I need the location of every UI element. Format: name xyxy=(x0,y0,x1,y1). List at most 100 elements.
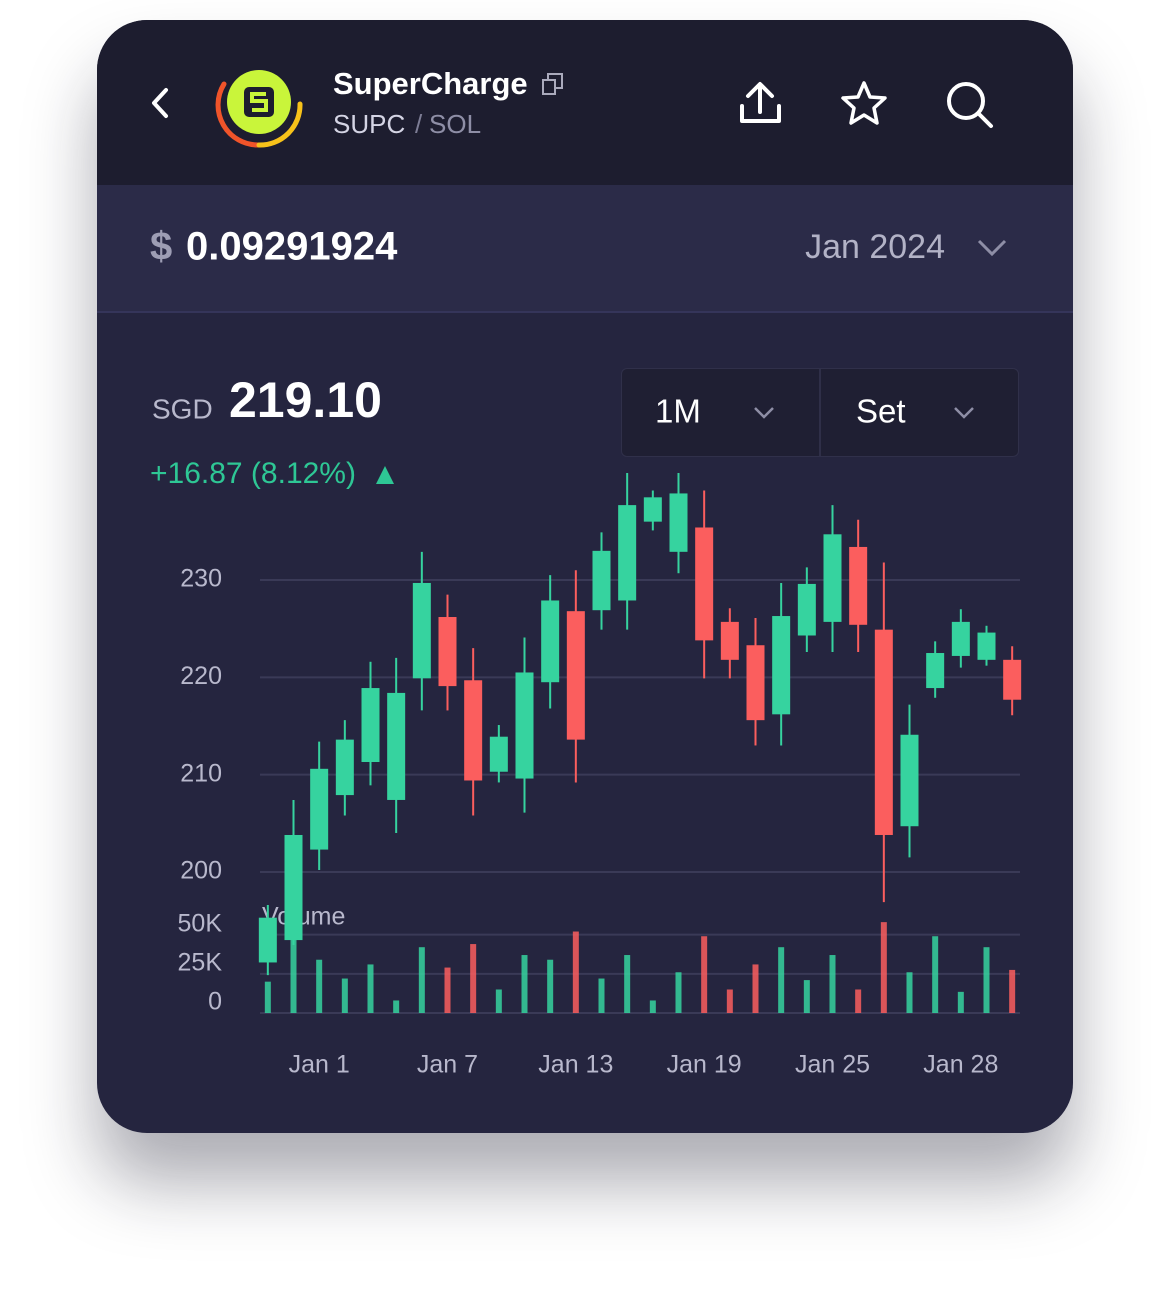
token-logo xyxy=(215,70,303,148)
candle-body xyxy=(772,616,791,715)
chart: SuperCharge SUPC / SOL $ 0.09291924 Jan … xyxy=(150,66,1022,1079)
price-bar xyxy=(97,185,1073,313)
volume-bar xyxy=(316,959,323,1013)
candle-body xyxy=(618,505,637,601)
candle-body xyxy=(643,497,662,522)
y-tick-label: 210 xyxy=(180,759,222,787)
volume-bar xyxy=(983,947,990,1013)
x-tick-label: Jan 1 xyxy=(289,1051,350,1079)
chevron xyxy=(977,239,1007,257)
volume-bar xyxy=(829,955,836,1013)
y-tick-label: 230 xyxy=(180,565,222,593)
volume-bar xyxy=(701,936,708,1013)
candle-body xyxy=(720,621,739,660)
favorite-button[interactable] xyxy=(841,81,887,125)
token-symbol: SUPC xyxy=(333,109,405,139)
candle-body xyxy=(926,653,945,689)
volume-bar xyxy=(341,978,348,1013)
chevron xyxy=(754,407,774,419)
copy-icon[interactable] xyxy=(542,73,563,95)
volume-bar xyxy=(495,989,502,1013)
volume-tick-label: 25K xyxy=(178,948,223,976)
candle-body xyxy=(849,546,868,625)
candle-body xyxy=(412,582,431,679)
volume-bar xyxy=(932,936,939,1013)
volume-bar xyxy=(598,978,605,1013)
x-tick-label: Jan 19 xyxy=(667,1051,742,1079)
candle-body xyxy=(464,680,483,781)
volume-bar xyxy=(675,972,682,1013)
volume-bar xyxy=(470,944,477,1013)
x-tick-label: Jan 13 xyxy=(538,1051,613,1079)
controls xyxy=(621,368,1019,457)
volume-bar xyxy=(444,967,451,1013)
candle-body xyxy=(695,527,714,641)
pair-separator: / xyxy=(415,109,423,139)
volume-bar xyxy=(393,1000,400,1013)
candle-body xyxy=(592,550,611,611)
volume-tick-label: 50K xyxy=(178,909,223,937)
volume-bar xyxy=(957,991,964,1013)
volume-bar xyxy=(418,947,425,1013)
divider xyxy=(819,369,821,456)
volume-bar xyxy=(649,1000,656,1013)
chevron xyxy=(954,407,974,419)
volume-bar xyxy=(264,981,271,1013)
summary-currency: SGD xyxy=(152,393,213,424)
pair-quote: SOL xyxy=(429,109,481,139)
period-selector[interactable]: Jan 2024 xyxy=(805,228,945,266)
volume-bar xyxy=(521,955,528,1013)
candle-body xyxy=(669,493,688,552)
volume-bar xyxy=(367,964,374,1013)
y-tick-label: 200 xyxy=(180,857,222,885)
candle-body xyxy=(258,917,277,963)
candle-body xyxy=(746,645,765,721)
volume-bar xyxy=(906,972,913,1013)
candle-body xyxy=(438,617,457,687)
candle-body xyxy=(823,534,842,622)
summary-change: +16.87 (8.12%) xyxy=(150,457,356,490)
candle-body xyxy=(284,834,303,941)
y-tick-label: 220 xyxy=(180,662,222,690)
candle-body xyxy=(1003,659,1022,700)
range-selector[interactable]: 1M xyxy=(655,393,701,430)
summary-value: 219.10 xyxy=(229,372,382,428)
candle-body xyxy=(874,629,893,835)
up-arrow xyxy=(376,466,394,484)
back-button[interactable] xyxy=(152,88,168,118)
candle-body xyxy=(335,739,354,796)
candle-body xyxy=(797,583,816,636)
x-tick-label: Jan 7 xyxy=(417,1051,478,1079)
candle-body xyxy=(977,632,996,660)
candle-body xyxy=(566,611,585,740)
price: 0.09291924 xyxy=(186,225,398,269)
volume-bar xyxy=(624,955,631,1013)
x-tick-label: Jan 28 xyxy=(923,1051,998,1079)
volume-bar xyxy=(778,947,785,1013)
price-currency: $ xyxy=(150,225,172,269)
volume-bar xyxy=(726,989,733,1013)
volume-bar xyxy=(855,989,862,1013)
candle-body xyxy=(951,621,970,656)
x-tick-label: Jan 25 xyxy=(795,1051,870,1079)
candle-body xyxy=(387,692,406,800)
volume-bar xyxy=(572,931,579,1013)
candle-body xyxy=(515,672,534,779)
token-name: SuperCharge xyxy=(333,66,528,101)
candle-body xyxy=(900,734,919,827)
volume-bar xyxy=(803,980,810,1013)
settings-selector[interactable]: Set xyxy=(856,393,906,430)
volume-bar xyxy=(752,964,759,1013)
volume-bar xyxy=(290,939,297,1013)
share-button[interactable] xyxy=(740,82,781,123)
search-button[interactable] xyxy=(947,82,993,128)
candle-body xyxy=(541,600,560,683)
candle-body xyxy=(310,768,329,850)
volume-tick-label: 0 xyxy=(208,988,222,1016)
volume-bar xyxy=(880,922,887,1013)
candle-body xyxy=(489,736,508,772)
volume-bar xyxy=(547,959,554,1013)
volume-bar xyxy=(1009,969,1016,1013)
candle-body xyxy=(361,688,380,763)
